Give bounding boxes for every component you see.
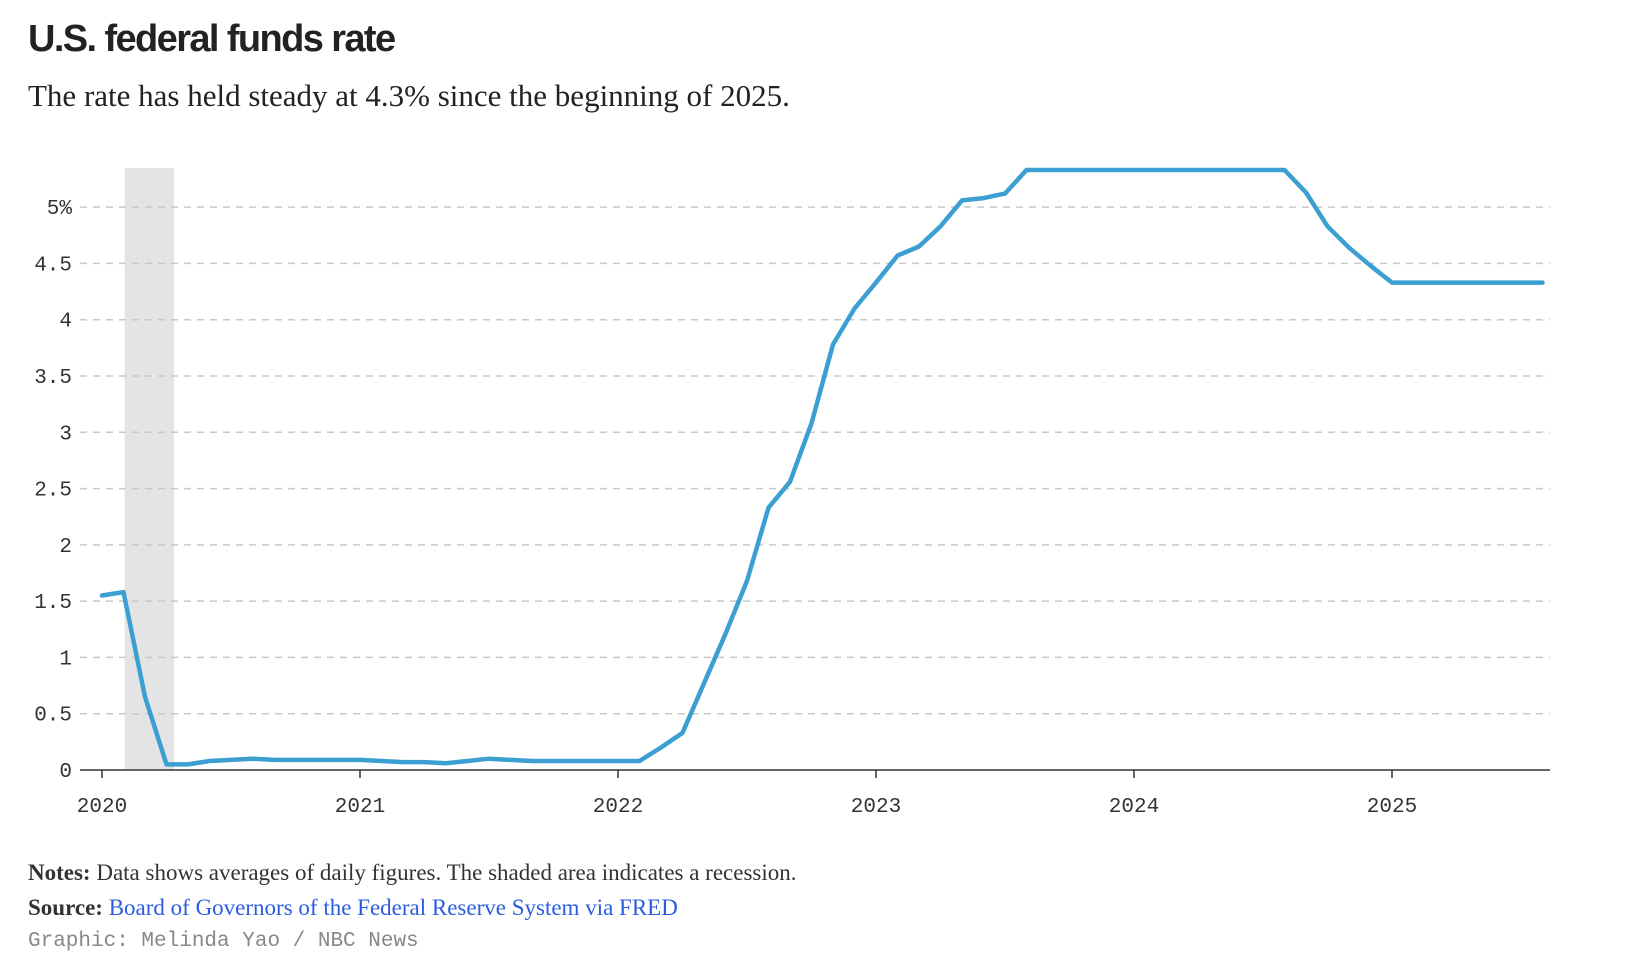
series-line (99, 167, 1545, 767)
y-tick-label: 1.5 (34, 592, 72, 615)
notes-text: Data shows averages of daily figures. Th… (96, 860, 797, 885)
y-tick-label: 3.5 (34, 367, 72, 390)
x-tick-label: 2023 (851, 796, 901, 819)
notes: Notes: Data shows averages of daily figu… (28, 860, 797, 886)
y-tick-label: 1 (59, 648, 72, 671)
graphic-credit: Graphic: Melinda Yao / NBC News (28, 930, 419, 953)
x-tick-label: 2021 (335, 796, 385, 819)
y-tick-label: 0 (59, 761, 72, 784)
chart-title: U.S. federal funds rate (28, 18, 396, 60)
y-tick-label: 3 (59, 423, 72, 446)
y-tick-label: 2 (59, 536, 72, 559)
chart-subtitle: The rate has held steady at 4.3% since t… (28, 78, 790, 113)
source-label: Source: (28, 895, 103, 920)
source-line: Source: Board of Governors of the Federa… (28, 895, 678, 921)
notes-label: Notes: (28, 860, 91, 885)
recession-shade (124, 168, 175, 770)
x-tick-label: 2025 (1367, 796, 1417, 819)
y-axis-ticks: 0 0.5 1 1.5 2 2.5 3 3.5 4 4.5 5% (34, 198, 72, 784)
source-link[interactable]: Board of Governors of the Federal Reserv… (108, 895, 678, 920)
x-tick-label: 2020 (77, 796, 127, 819)
y-tick-label: 0.5 (34, 705, 72, 728)
y-tick-label: 5% (47, 198, 73, 221)
y-tick-label: 4 (59, 311, 72, 334)
recession-shade-layer (124, 168, 175, 770)
gridlines (80, 206, 1550, 715)
x-tick-label: 2024 (1109, 796, 1159, 819)
y-tick-label: 2.5 (34, 480, 72, 503)
x-axis-ticks: 2020 2021 2022 2023 2024 2025 (77, 770, 1417, 819)
line-chart: 00.511.522.533.544.55% 2020 2021 2022 2023 2… (34, 167, 1550, 819)
y-tick-label: 4.5 (34, 254, 72, 277)
series-line-layer (99, 167, 1545, 767)
x-tick-label: 2022 (593, 796, 643, 819)
